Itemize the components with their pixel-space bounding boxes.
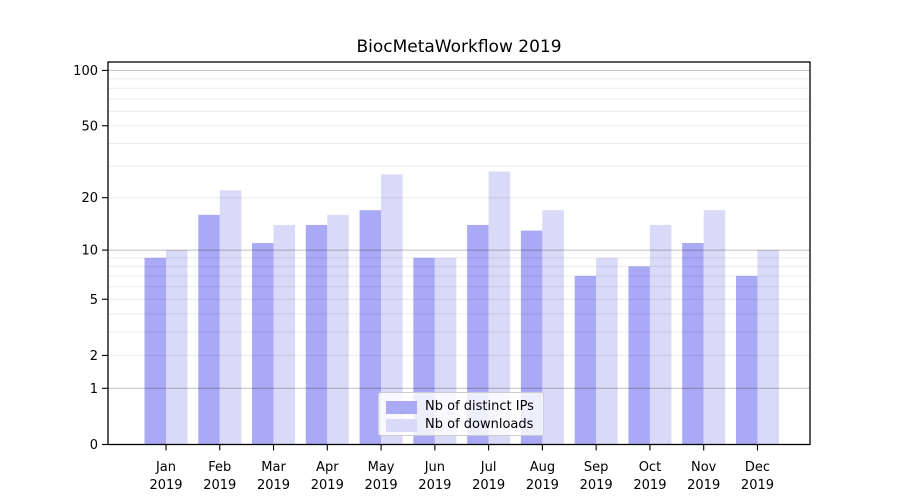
bar-aug-downloads	[542, 210, 564, 445]
bar-aug-distinct-ips	[520, 230, 543, 445]
x-tick-label-year: 2019	[741, 478, 774, 493]
x-tick-label-year: 2019	[203, 478, 236, 493]
x-tick-label-month: Dec	[745, 460, 770, 475]
plot-border	[107, 61, 811, 446]
bar-feb-distinct-ips	[198, 214, 220, 445]
x-tick-label-year: 2019	[149, 478, 182, 493]
bar-oct-distinct-ips	[628, 266, 650, 445]
legend-entry-downloads: Nb of downloads	[386, 417, 543, 433]
y-tick-label: 1	[90, 382, 98, 397]
tick-labels-group: 1005020105210Jan2019Feb2019Mar2019Apr201…	[73, 64, 774, 493]
x-tick-label-year: 2019	[633, 478, 666, 493]
x-tick-label-month: Mar	[261, 460, 286, 475]
x-tick-label-year: 2019	[418, 478, 451, 493]
x-tick-label-month: Jul	[480, 460, 497, 475]
x-tick-label-month: Sep	[584, 460, 609, 475]
bar-jul-distinct-ips	[467, 224, 489, 445]
bar-jan-downloads	[166, 250, 188, 445]
bar-oct-downloads	[649, 224, 672, 445]
bar-mar-distinct-ips	[252, 243, 274, 445]
bar-sep-distinct-ips	[574, 275, 597, 445]
bar-nov-downloads	[703, 210, 726, 445]
y-tick-label: 100	[73, 64, 98, 79]
y-tick-label: 5	[90, 293, 98, 308]
x-tick-label-month: Feb	[208, 460, 231, 475]
x-tick-label-year: 2019	[472, 478, 505, 493]
legend-label-downloads: Nb of downloads	[425, 417, 534, 432]
bar-dec-downloads	[757, 250, 779, 445]
x-tick-label-year: 2019	[580, 478, 613, 493]
bar-sep-downloads	[596, 257, 618, 445]
y-tick-label: 0	[90, 438, 98, 453]
y-tick-label: 2	[90, 349, 98, 364]
bar-dec-distinct-ips	[735, 275, 758, 445]
bar-mar-downloads	[273, 224, 296, 445]
legend-swatch-downloads	[386, 418, 417, 432]
bar-jan-distinct-ips	[144, 257, 166, 445]
x-tick-label-month: Aug	[530, 460, 555, 475]
x-tick-label-year: 2019	[311, 478, 344, 493]
x-tick-label-month: Nov	[691, 460, 717, 475]
bar-feb-downloads	[219, 190, 242, 445]
y-tick-label: 10	[81, 244, 98, 259]
x-tick-label-year: 2019	[526, 478, 559, 493]
bar-apr-downloads	[327, 214, 349, 445]
x-tick-label-month: May	[368, 460, 395, 475]
legend: Nb of distinct IPs Nb of downloads	[378, 392, 544, 436]
bar-nov-distinct-ips	[682, 243, 704, 445]
x-tick-label-year: 2019	[257, 478, 290, 493]
bar-may-distinct-ips	[359, 210, 382, 445]
legend-label-distinct-ips: Nb of distinct IPs	[425, 399, 534, 414]
x-tick-label-month: Apr	[316, 460, 339, 475]
x-tick-label-year: 2019	[687, 478, 720, 493]
chart-title: BiocMetaWorkflow 2019	[356, 37, 562, 57]
gridlines-group	[108, 69, 810, 389]
legend-entry-distinct-ips: Nb of distinct IPs	[386, 399, 543, 415]
x-tick-label-month: Jun	[424, 460, 445, 475]
x-tick-label-year: 2019	[365, 478, 398, 493]
bar-may-downloads	[381, 174, 403, 445]
y-tick-label: 20	[81, 191, 98, 206]
y-tick-label: 50	[81, 119, 98, 134]
x-tick-label-month: Oct	[639, 460, 661, 475]
bar-apr-distinct-ips	[305, 224, 328, 445]
axes-group	[102, 61, 811, 451]
bars-group	[144, 171, 779, 445]
legend-swatch-distinct-ips	[386, 400, 417, 414]
bar-jul-downloads	[488, 171, 511, 445]
x-tick-label-month: Jan	[155, 460, 176, 475]
